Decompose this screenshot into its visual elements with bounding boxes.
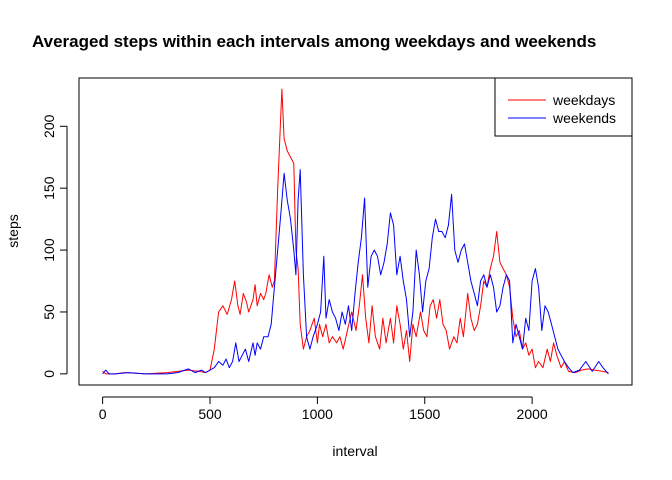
x-tick-label: 0 [99, 406, 107, 422]
series-line-weekends [102, 169, 609, 375]
legend-label-weekdays: weekdays [552, 92, 615, 108]
y-tick-label: 100 [41, 238, 57, 262]
y-tick-label: 0 [41, 370, 57, 378]
x-tick-label: 2000 [517, 406, 548, 422]
legend: weekdays weekends [494, 77, 633, 137]
x-tick-label: 1500 [409, 406, 440, 422]
y-tick-label: 50 [41, 304, 57, 320]
x-axis: 0 500 1000 1500 2000 [99, 396, 548, 422]
x-tick-label: 1000 [302, 406, 333, 422]
y-tick-label: 200 [41, 114, 57, 138]
x-axis-label: interval [332, 443, 377, 459]
chart-title: Averaged steps within each intervals amo… [32, 32, 596, 51]
plot-area-frame [78, 77, 633, 386]
y-tick-label: 150 [41, 176, 57, 200]
series-layer [102, 88, 609, 375]
series-line-weekdays [102, 88, 609, 375]
legend-label-weekends: weekends [552, 110, 616, 126]
y-axis: 0 50 100 150 200 [41, 114, 68, 378]
x-tick-label: 500 [198, 406, 222, 422]
y-axis-label: steps [5, 214, 21, 247]
legend-box [494, 77, 633, 137]
